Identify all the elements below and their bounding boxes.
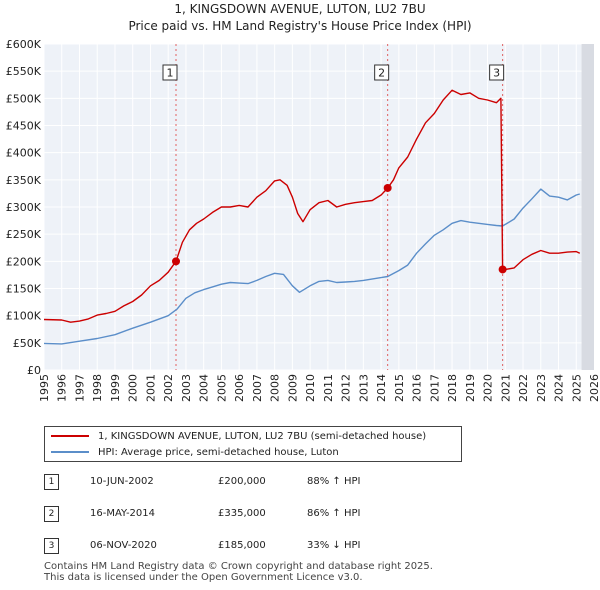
chart-subtitle: Price paid vs. HM Land Registry's House … — [128, 19, 472, 33]
y-tick-label: £500K — [6, 92, 42, 105]
y-tick-label: £400K — [6, 147, 42, 160]
y-tick-label: £50K — [13, 337, 42, 350]
x-tick-label: 1996 — [56, 374, 69, 402]
y-tick-label: £100K — [6, 310, 42, 323]
x-tick-label: 2023 — [535, 374, 548, 402]
projection-hatch — [581, 44, 594, 370]
legend-swatch-hpi — [51, 451, 89, 453]
x-tick-label: 1997 — [73, 374, 86, 402]
x-tick-label: 2000 — [127, 374, 140, 402]
sale-label-box — [162, 64, 178, 81]
x-tick-label: 2010 — [304, 374, 317, 402]
sale-markers: 1 2 3 — [162, 64, 507, 274]
x-tick-label: 2001 — [144, 374, 157, 402]
x-tick-label: 2024 — [553, 374, 566, 402]
sale-label-number: 1 — [167, 67, 174, 80]
sale-badge: 2 — [44, 506, 59, 522]
x-tick-label: 2014 — [375, 374, 388, 402]
y-tick-label: £0 — [27, 364, 41, 377]
sale-date: 10-JUN-2002 — [90, 476, 154, 487]
legend-item-property: 1, KINGSDOWN AVENUE, LUTON, LU2 7BU (sem… — [51, 429, 426, 444]
y-tick-label: £350K — [6, 174, 42, 187]
sale-point — [383, 183, 392, 192]
x-tick-label: 2016 — [411, 374, 424, 402]
footer: Contains HM Land Registry data © Crown c… — [44, 561, 433, 583]
x-tick-label: 2012 — [340, 374, 353, 402]
x-tick-label: 2006 — [233, 374, 246, 402]
sale-label-number: 2 — [378, 67, 385, 80]
x-tick-label: 1999 — [109, 374, 122, 402]
legend-item-hpi: HPI: Average price, semi-detached house,… — [51, 445, 339, 460]
x-tick-label: 2007 — [251, 374, 264, 402]
series-lines — [43, 89, 581, 345]
x-tick-label: 2021 — [499, 374, 512, 402]
y-tick-label: £150K — [6, 283, 42, 296]
sale-badge: 3 — [44, 538, 59, 554]
x-tick-label: 1995 — [38, 374, 51, 402]
sale-price: £335,000 — [218, 508, 266, 519]
sale-date: 16-MAY-2014 — [90, 508, 156, 519]
x-tick-label: 2004 — [198, 374, 211, 402]
footer-copyright: Contains HM Land Registry data © Crown c… — [44, 561, 433, 572]
y-axis-labels: £0 £50K £100K £150K £200K £250K £300K £350K £400… — [6, 38, 42, 377]
property-price-line — [43, 89, 581, 323]
sale-price: £185,000 — [218, 540, 266, 551]
x-tick-label: 2019 — [464, 374, 477, 402]
sale-vertical-lines — [175, 44, 504, 370]
x-tick-label: 2013 — [357, 374, 370, 402]
legend-label-property: 1, KINGSDOWN AVENUE, LUTON, LU2 7BU (sem… — [98, 431, 427, 442]
y-tick-label: £450K — [6, 120, 42, 133]
x-tick-label: 2017 — [428, 374, 441, 402]
y-tick-label: £300K — [6, 201, 42, 214]
y-tick-label: £200K — [6, 255, 42, 268]
x-tick-label: 2005 — [215, 374, 228, 402]
x-tick-label: 2008 — [269, 374, 282, 402]
legend: 1, KINGSDOWN AVENUE, LUTON, LU2 7BU (sem… — [44, 426, 462, 462]
x-tick-label: 2022 — [517, 374, 530, 402]
x-tick-label: 2020 — [482, 374, 495, 402]
x-tick-label: 2025 — [570, 374, 583, 402]
legend-swatch-property — [51, 435, 89, 437]
x-axis-labels: 1995 1996 1997 1998 1999 2000 2001 2002 2003 2004… — [38, 374, 600, 402]
y-tick-label: £600K — [6, 38, 42, 51]
price-chart: 1 2 3 £0 £50K £100K £150K £200K £250K £300K £350K… — [6, 38, 600, 402]
x-tick-label: 2015 — [393, 374, 406, 402]
y-tick-label: £250K — [6, 228, 42, 241]
x-tick-label: 2011 — [322, 374, 335, 402]
sale-date: 06-NOV-2020 — [90, 540, 157, 551]
x-tick-label: 1998 — [91, 374, 104, 402]
sale-point — [498, 265, 507, 274]
x-tick-label: 2002 — [162, 374, 175, 402]
legend-label-hpi: HPI: Average price, semi-detached house,… — [98, 447, 339, 458]
sale-hpi: 33% ↓ HPI — [307, 540, 361, 551]
sale-hpi: 86% ↑ HPI — [307, 508, 361, 519]
sale-price: £200,000 — [218, 476, 266, 487]
y-tick-label: £550K — [6, 65, 42, 78]
hpi-line — [43, 188, 580, 345]
x-tick-label: 2026 — [588, 374, 600, 402]
sale-point — [172, 257, 180, 266]
x-tick-label: 2003 — [180, 374, 193, 402]
x-tick-label: 2009 — [286, 374, 299, 402]
sale-label-number: 3 — [493, 67, 500, 80]
chart-title: 1, KINGSDOWN AVENUE, LUTON, LU2 7BU — [174, 2, 426, 16]
x-tick-label: 2018 — [446, 374, 459, 402]
sale-label-box — [489, 64, 505, 81]
sale-hpi: 88% ↑ HPI — [307, 476, 361, 487]
footer-license: This data is licensed under the Open Gov… — [44, 572, 363, 583]
sale-badge: 1 — [44, 474, 59, 490]
sale-label-box — [374, 64, 390, 81]
